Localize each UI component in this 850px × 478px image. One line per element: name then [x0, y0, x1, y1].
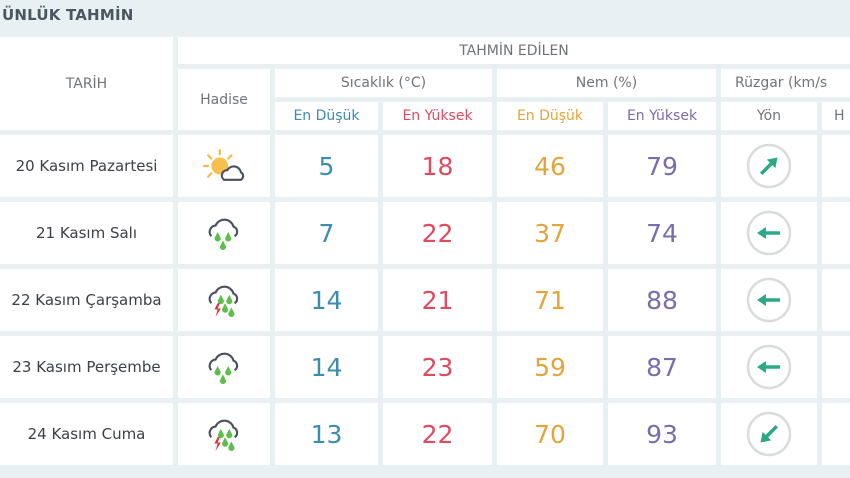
- wind-arrow-icon: [746, 143, 792, 189]
- header-wind-speed: H: [822, 102, 850, 130]
- temp-min-cell: 5: [275, 135, 378, 197]
- humidity-max-cell: 93: [608, 403, 716, 465]
- header-date: TARİH: [0, 37, 173, 130]
- wind-arrow-icon: [746, 411, 792, 457]
- header-forecast: TAHMİN EDİLEN: [178, 37, 850, 64]
- weather-cell: [178, 135, 270, 197]
- wind-speed-cell: [822, 269, 850, 331]
- temp-max-cell: 18: [383, 135, 492, 197]
- wind-speed-cell: [822, 336, 850, 398]
- wind-speed-cell: [822, 135, 850, 197]
- header-wind-direction: Yön: [721, 102, 817, 130]
- humidity-min-cell: 70: [497, 403, 603, 465]
- weather-cell: [178, 202, 270, 264]
- forecast-table: TARİH TAHMİN EDİLEN Hadise Sıcaklık (°C)…: [0, 37, 850, 465]
- weather-cell: [178, 336, 270, 398]
- header-humidity: Nem (%): [497, 69, 716, 97]
- humidity-max-cell: 74: [608, 202, 716, 264]
- temp-max-cell: 21: [383, 269, 492, 331]
- wind-direction-cell: [721, 269, 817, 331]
- header-temp-max: En Yüksek: [383, 102, 492, 130]
- wind-speed-cell: [822, 403, 850, 465]
- weather-cell: [178, 403, 270, 465]
- date-cell: 24 Kasım Cuma: [0, 403, 173, 465]
- humidity-min-cell: 46: [497, 135, 603, 197]
- humidity-min-cell: 37: [497, 202, 603, 264]
- rain-cloud-icon: [208, 218, 239, 250]
- date-cell: 21 Kasım Salı: [0, 202, 173, 264]
- date-cell: 23 Kasım Perşembe: [0, 336, 173, 398]
- humidity-max-cell: 88: [608, 269, 716, 331]
- temp-min-cell: 14: [275, 336, 378, 398]
- header-event: Hadise: [178, 69, 270, 130]
- humidity-max-cell: 79: [608, 135, 716, 197]
- wind-arrow-icon: [746, 277, 792, 323]
- thunder-rain-cloud-icon: [208, 285, 239, 317]
- header-wind: Rüzgar (km/s: [721, 69, 850, 97]
- wind-speed-cell: [822, 202, 850, 264]
- wind-arrow-icon: [746, 210, 792, 256]
- temp-min-cell: 14: [275, 269, 378, 331]
- temp-max-cell: 22: [383, 202, 492, 264]
- wind-direction-cell: [721, 202, 817, 264]
- thunder-rain-cloud-icon: [208, 419, 239, 451]
- temp-min-cell: 7: [275, 202, 378, 264]
- header-hum-max: En Yüksek: [608, 102, 716, 130]
- humidity-min-cell: 71: [497, 269, 603, 331]
- rain-cloud-icon: [208, 352, 239, 384]
- temp-max-cell: 23: [383, 336, 492, 398]
- temp-min-cell: 13: [275, 403, 378, 465]
- weather-cell: [178, 269, 270, 331]
- temp-max-cell: 22: [383, 403, 492, 465]
- section-title: ÜNLÜK TAHMİN: [2, 6, 134, 24]
- humidity-min-cell: 59: [497, 336, 603, 398]
- header-temperature: Sıcaklık (°C): [275, 69, 492, 97]
- humidity-max-cell: 87: [608, 336, 716, 398]
- header-hum-min: En Düşük: [497, 102, 603, 130]
- date-cell: 20 Kasım Pazartesi: [0, 135, 173, 197]
- date-cell: 22 Kasım Çarşamba: [0, 269, 173, 331]
- sun-cloud-icon: [202, 149, 245, 181]
- header-temp-min: En Düşük: [275, 102, 378, 130]
- wind-arrow-icon: [746, 344, 792, 390]
- wind-direction-cell: [721, 336, 817, 398]
- wind-direction-cell: [721, 403, 817, 465]
- wind-direction-cell: [721, 135, 817, 197]
